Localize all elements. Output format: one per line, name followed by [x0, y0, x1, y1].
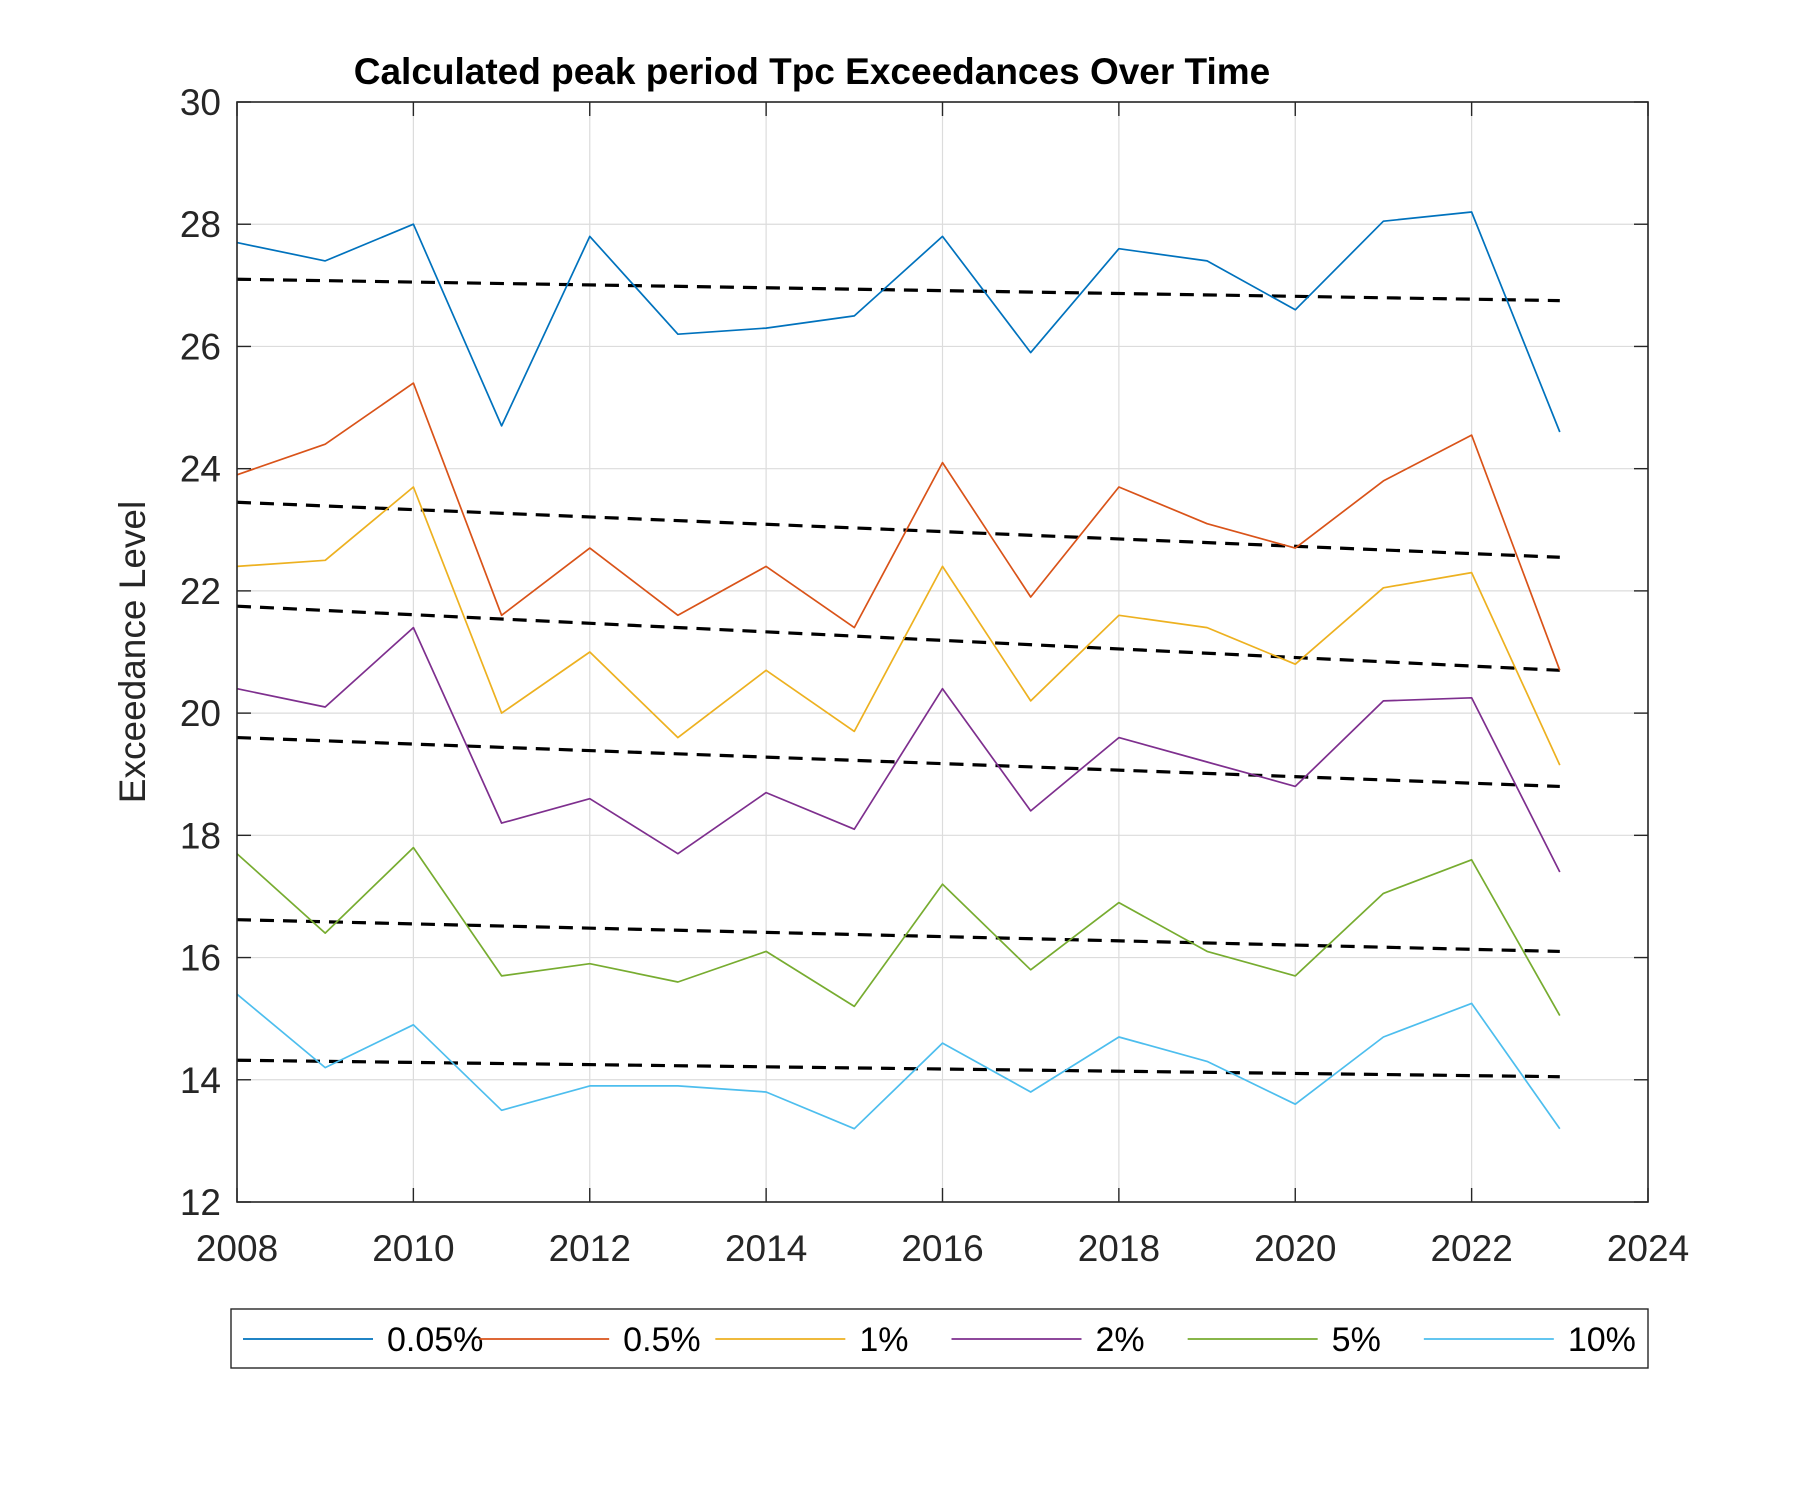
y-tick-label: 30 [180, 82, 221, 123]
y-tick-label: 12 [180, 1182, 221, 1223]
x-tick-label: 2020 [1254, 1228, 1336, 1269]
x-tick-label: 2022 [1430, 1228, 1512, 1269]
x-tick-label: 2016 [901, 1228, 983, 1269]
legend-label-3: 2% [1096, 1321, 1145, 1359]
grid [236, 101, 1649, 1203]
legend-label-5: 10% [1568, 1321, 1636, 1359]
y-tick-label: 20 [180, 693, 221, 734]
series-line-1 [236, 382, 1561, 671]
legend-box [230, 1308, 1649, 1369]
trend-line-1 [236, 500, 1560, 559]
x-tick-label: 2012 [549, 1228, 631, 1269]
legend-label-4: 5% [1332, 1321, 1381, 1359]
x-tick-label: 2014 [725, 1228, 807, 1269]
chart-title: Calculated peak period Tpc Exceedances O… [354, 51, 1271, 92]
legend: 0.05% 0.5% 1% 2% 5% 10% [230, 1308, 1649, 1369]
legend-label-1: 0.5% [623, 1321, 701, 1359]
trend-line-4 [236, 918, 1560, 954]
y-tick-label: 24 [180, 449, 221, 490]
series-line-0 [236, 211, 1561, 433]
trend-line-0 [236, 277, 1560, 303]
x-axis: 2008 2010 2012 2014 2016 2018 2020 2022 2024 [196, 102, 1689, 1269]
legend-label-0: 0.05% [387, 1321, 483, 1359]
trend-line-3 [236, 735, 1560, 789]
y-tick-label: 16 [180, 938, 221, 979]
trend-lines [236, 277, 1560, 1079]
series-line-5 [236, 993, 1561, 1130]
y-tick-label: 18 [180, 815, 221, 856]
trend-line-5 [236, 1058, 1560, 1079]
y-tick-label: 28 [180, 204, 221, 245]
y-axis: 12 14 16 18 20 22 24 26 28 30 [180, 82, 1648, 1223]
y-axis-label: Exceedance Level [112, 501, 153, 803]
y-tick-label: 14 [180, 1060, 221, 1101]
trend-line-2 [236, 604, 1560, 672]
x-tick-label: 2024 [1607, 1228, 1689, 1269]
x-tick-label: 2008 [196, 1228, 278, 1269]
series-line-2 [236, 486, 1561, 766]
series-line-3 [236, 626, 1561, 873]
x-tick-label: 2010 [372, 1228, 454, 1269]
series-lines [236, 211, 1561, 1130]
y-tick-label: 26 [180, 326, 221, 367]
x-tick-label: 2018 [1078, 1228, 1160, 1269]
series-line-4 [236, 846, 1561, 1017]
y-tick-label: 22 [180, 571, 221, 612]
legend-label-2: 1% [859, 1321, 908, 1359]
